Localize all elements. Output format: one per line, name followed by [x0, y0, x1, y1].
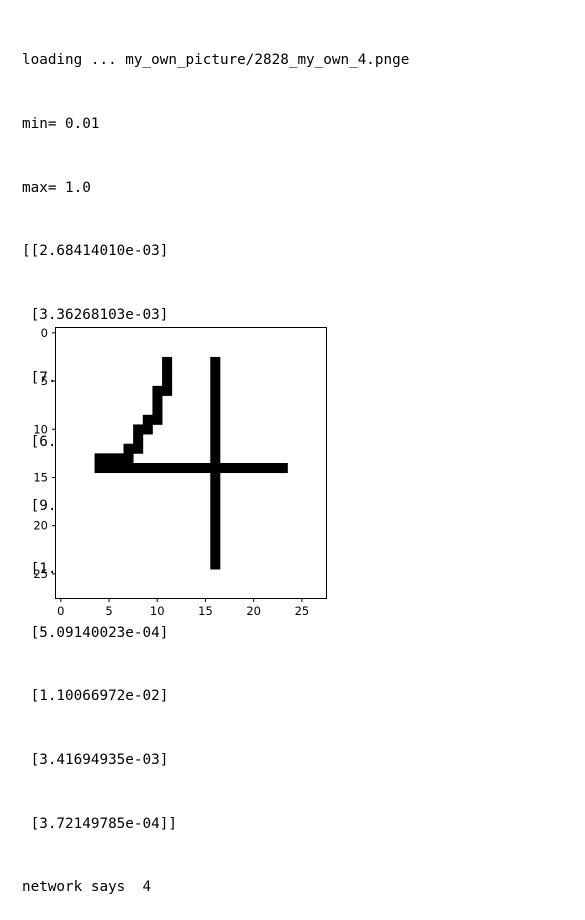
heatmap-cell — [142, 424, 153, 435]
console-line-prediction: network says 4 — [22, 879, 152, 896]
heatmap-cell — [162, 356, 173, 367]
heatmap-cell — [210, 443, 221, 454]
heatmap-cell — [210, 511, 221, 522]
heatmap-cell — [113, 453, 124, 464]
y-tick-label: 10 — [33, 422, 48, 436]
axes-frame — [55, 327, 327, 599]
x-tick-label: 5 — [105, 604, 112, 618]
heatmap-cell — [210, 501, 221, 512]
digit-image-plot: 0 5 10 15 20 25 0 5 10 15 20 25 — [33, 326, 327, 618]
heatmap-cell — [210, 463, 221, 474]
heatmap-cell — [210, 395, 221, 406]
heatmap-cell — [210, 424, 221, 435]
heatmap-cell — [219, 463, 230, 474]
heatmap-cell — [142, 463, 153, 474]
heatmap-cell — [210, 434, 221, 445]
console-line-prob-6: [5.09140023e-04] — [22, 624, 169, 641]
heatmap-cell — [181, 463, 192, 474]
console-line-min: min= 0.01 — [22, 116, 100, 132]
console-line-prob-8: [3.41694935e-03] — [22, 751, 169, 768]
x-tick-label: 10 — [150, 604, 165, 618]
heatmap-cell — [210, 472, 221, 483]
y-tick-label: 20 — [33, 519, 48, 533]
console-line-max: max= 1.0 — [22, 179, 91, 196]
heatmap-cell — [200, 463, 211, 474]
x-tick-label: 0 — [57, 604, 64, 618]
heatmap-cell — [133, 424, 144, 435]
heatmap-cell — [104, 453, 115, 464]
notebook-output: { "console": { "lines": [ "loading ... m… — [22, 52, 410, 896]
heatmap-cell — [248, 463, 259, 474]
heatmap-cell — [113, 463, 124, 474]
heatmap-cell — [210, 482, 221, 493]
heatmap-cell — [210, 491, 221, 502]
heatmap-cell — [210, 356, 221, 367]
heatmap-cell — [152, 414, 163, 425]
heatmap-cell — [94, 453, 105, 464]
heatmap-cell — [210, 549, 221, 560]
y-tick-label: 25 — [33, 567, 48, 581]
heatmap-cell — [258, 463, 269, 474]
heatmap-cell — [162, 463, 173, 474]
console-line-prob-9: [3.72149785e-04]] — [22, 815, 177, 832]
heatmap-cell — [210, 530, 221, 541]
heatmap-cells — [56, 328, 326, 598]
heatmap-cell — [210, 540, 221, 551]
y-axis: 0 5 10 15 20 25 — [33, 326, 56, 581]
heatmap-cell — [123, 463, 134, 474]
console-line-prob-0: [[2.68414010e-03] — [22, 243, 169, 260]
heatmap-cell — [229, 463, 240, 474]
heatmap-cell — [133, 434, 144, 445]
heatmap-cell — [210, 453, 221, 464]
heatmap-cell — [210, 405, 221, 416]
heatmap-cell — [171, 463, 182, 474]
heatmap-cell — [277, 463, 288, 474]
heatmap-cell — [210, 376, 221, 387]
x-tick-label: 20 — [246, 604, 261, 618]
heatmap-cell — [191, 463, 202, 474]
x-axis: 0 5 10 15 20 25 — [57, 598, 309, 618]
heatmap-cell — [133, 443, 144, 454]
heatmap-cell — [133, 463, 144, 474]
heatmap-cell — [210, 385, 221, 396]
heatmap-cell — [239, 463, 250, 474]
heatmap-cell — [104, 463, 115, 474]
heatmap-cell — [152, 395, 163, 406]
heatmap-cell — [210, 559, 221, 570]
y-tick-label: 15 — [33, 470, 48, 484]
heatmap-cell — [162, 385, 173, 396]
heatmap-cell — [152, 385, 163, 396]
y-tick-label: 0 — [41, 326, 48, 340]
heatmap-cell — [268, 463, 279, 474]
heatmap-cell — [94, 463, 105, 474]
heatmap-cell — [210, 366, 221, 377]
heatmap-cell — [162, 366, 173, 377]
heatmap-cell — [210, 520, 221, 531]
x-tick-label: 15 — [198, 604, 213, 618]
heatmap-cell — [142, 414, 153, 425]
heatmap-cell — [152, 463, 163, 474]
heatmap-cell — [210, 414, 221, 425]
heatmap-cell — [123, 443, 134, 454]
heatmap-cell — [152, 405, 163, 416]
console-line-loading: loading ... my_own_picture/2828_my_own_4… — [22, 52, 410, 69]
heatmap-cell — [123, 453, 134, 464]
heatmap-cell — [162, 376, 173, 387]
console-line-prob-1: [3.36268103e-03] — [22, 306, 169, 323]
x-tick-label: 25 — [295, 604, 310, 618]
console-line-prob-7: [1.10066972e-02] — [22, 688, 169, 705]
y-tick-label: 5 — [41, 374, 48, 388]
